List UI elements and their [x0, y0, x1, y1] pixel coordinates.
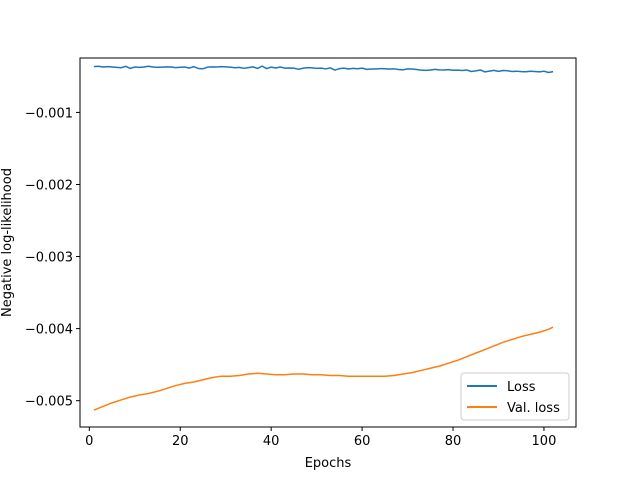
legend-box — [460, 372, 570, 421]
y-axis-ticks: −0.005 −0.004 −0.003 −0.002 −0.001 — [25, 106, 80, 410]
y-tick-label: −0.004 — [25, 323, 73, 338]
x-tick-label: 60 — [354, 434, 371, 449]
x-tick-label: 100 — [532, 434, 557, 449]
y-axis-label: Negative log-likelihood — [0, 168, 15, 317]
x-tick-label: 40 — [263, 434, 280, 449]
legend: Loss Val. loss — [460, 372, 570, 421]
x-tick-label: 0 — [85, 434, 93, 449]
x-axis-ticks: 0 20 40 60 80 100 — [85, 427, 556, 449]
x-tick-label: 80 — [445, 434, 462, 449]
legend-label-loss: Loss — [507, 380, 536, 395]
plot-frame — [79, 57, 577, 428]
series-line-loss — [93, 65, 554, 74]
plot-area — [80, 58, 576, 427]
x-axis-label: Epochs — [305, 456, 352, 471]
y-tick-label: −0.001 — [25, 106, 73, 121]
series-line-val-loss — [93, 326, 554, 411]
series-layer — [93, 65, 554, 411]
legend-label-val-loss: Val. loss — [507, 401, 560, 416]
y-tick-label: −0.005 — [25, 395, 73, 410]
y-tick-label: −0.003 — [25, 251, 73, 266]
x-tick-label: 20 — [172, 434, 189, 449]
y-tick-label: −0.002 — [25, 178, 73, 193]
